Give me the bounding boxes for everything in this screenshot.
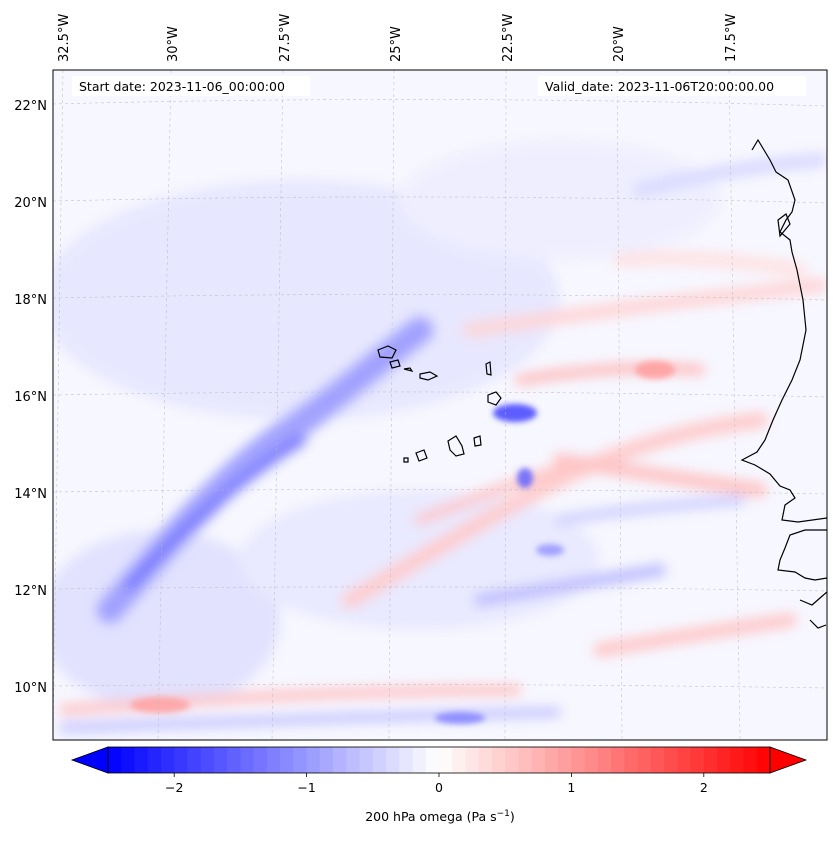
lat-label: 12°N [14,584,47,599]
colorbar-segment [465,747,480,773]
colorbar-segment [200,747,215,773]
valid-date-box [538,76,806,96]
colorbar-segment [544,747,559,773]
longitude-labels: 32.5°W 30°W 27.5°W 25°W 22.5°W 20°W 17.5… [57,14,739,62]
colorbar-segment [756,747,771,773]
colorbar-segment [624,747,639,773]
colorbar-tick-label: 2 [700,780,708,795]
colorbar-segment [478,747,493,773]
graticule [53,70,827,740]
colorbar-tick-label: 1 [567,780,575,795]
colorbar-label-main: 200 hPa omega (Pa s [365,809,496,824]
colorbar-extend-left [70,746,109,774]
colorbar-segment [743,747,758,773]
colorbar-segment [558,747,572,773]
colorbar-segment [637,747,652,773]
colorbar-segment [147,747,162,773]
colorbar-tick-label: −2 [165,780,183,795]
colorbar-label-exp: −1 [497,809,510,819]
lon-label: 30°W [166,26,181,62]
colorbar-segment [213,747,228,773]
colorbar-segment [584,747,599,773]
colorbar-segment [134,747,149,773]
colorbar-segment [505,747,520,773]
colorbar-segment [452,747,467,773]
latitude-labels: 22°N 20°N 18°N 16°N 14°N 12°N 10°N [14,99,47,696]
colorbar-segment [703,747,718,773]
colorbar-segment [174,747,189,773]
colorbar-segment [306,747,321,773]
coastline [377,138,827,629]
colorbar-segment [730,747,745,773]
colorbar-segment [439,747,453,773]
lon-label: 25°W [389,26,404,62]
colorbar-extend-right [769,746,808,774]
start-date-box [72,76,310,96]
colorbar-segment [333,747,347,773]
colorbar-segment [597,747,612,773]
lon-label: 22.5°W [501,14,516,62]
colorbar-segment [319,747,334,773]
colorbar-segment [253,747,268,773]
lat-label: 10°N [14,681,47,696]
colorbar-segment [650,747,665,773]
lat-label: 22°N [14,99,47,114]
lon-label: 17.5°W [724,14,739,62]
colorbar-segments [108,747,771,773]
map-frame [52,69,828,741]
lat-label: 14°N [14,487,47,502]
colorbar-label: 200 hPa omega (Pa s−1) [365,809,515,824]
colorbar-segment [386,747,400,773]
colorbar-segment [266,747,281,773]
colorbar-segment [240,747,255,773]
colorbar: −2 −1 0 1 2 200 hPa omega (Pa s−1) [70,746,808,824]
colorbar-segment [399,747,414,773]
valid-date-label: Valid_date: 2023-11-06T20:00:00.00 [545,79,774,94]
lon-label: 32.5°W [57,14,72,62]
colorbar-segment [293,747,308,773]
colorbar-segment [571,747,586,773]
colorbar-segment [412,747,427,773]
colorbar-segment [108,747,122,773]
colorbar-segment [346,747,361,773]
colorbar-segment [717,747,731,773]
colorbar-ticks: −2 −1 0 1 2 [165,773,708,795]
colorbar-segment [425,747,440,773]
colorbar-segment [187,747,202,773]
omega-field [53,140,827,733]
lat-label: 20°N [14,196,47,211]
colorbar-segment [664,747,678,773]
colorbar-segment [677,747,692,773]
lat-label: 16°N [14,390,47,405]
colorbar-segment [227,747,241,773]
colorbar-label-close: ) [510,809,515,824]
colorbar-segment [160,747,175,773]
colorbar-segment [372,747,387,773]
colorbar-segment [491,747,506,773]
colorbar-segment [531,747,546,773]
lon-label: 20°W [612,26,627,62]
colorbar-segment [359,747,374,773]
lat-label: 18°N [14,293,47,308]
colorbar-segment [518,747,533,773]
colorbar-segment [121,747,136,773]
colorbar-segment [690,747,705,773]
colorbar-segment [280,747,294,773]
colorbar-segment [611,747,625,773]
start-date-label: Start date: 2023-11-06_00:00:00 [79,79,285,94]
lon-label: 27.5°W [278,14,293,62]
colorbar-tick-label: 0 [435,780,443,795]
colorbar-tick-label: −1 [297,780,315,795]
